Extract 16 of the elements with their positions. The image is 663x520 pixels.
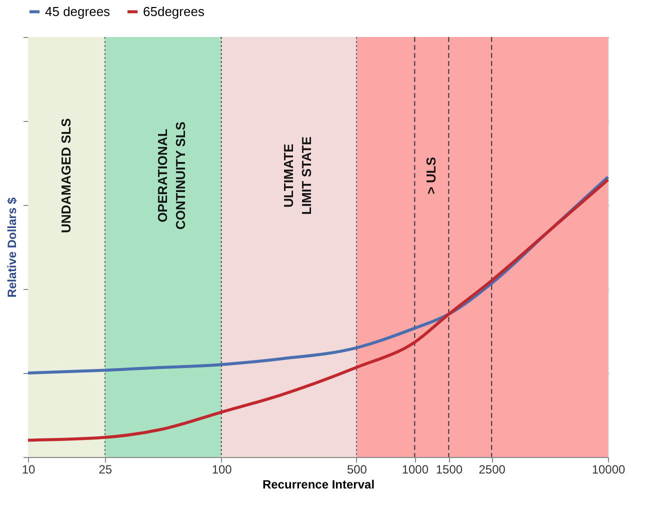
x-tick-label: 500 [346, 462, 368, 476]
x-tick-label: 10000 [592, 462, 626, 476]
band-label: ULTIMATE LIMIT STATE [280, 136, 314, 215]
x-axis-title: Recurrence Interval [262, 478, 375, 492]
legend-label: 65degrees [143, 4, 205, 19]
x-tick-label: 1000 [402, 462, 429, 476]
legend-label: 45 degrees [45, 4, 111, 19]
band-label: UNDAMAGED SLS [58, 118, 74, 234]
band-label: OPERATIONAL CONTINUITY SLS [155, 121, 188, 230]
x-tick-label: 25 [98, 462, 112, 476]
band-label: > ULS [424, 156, 439, 194]
y-axis-title: Relative Dollars $ [5, 197, 19, 298]
x-tick-label: 1500 [436, 462, 463, 476]
x-tick-label: 2500 [478, 462, 506, 476]
x-tick-label: 100 [212, 462, 232, 476]
x-tick-label: 10 [22, 462, 36, 476]
